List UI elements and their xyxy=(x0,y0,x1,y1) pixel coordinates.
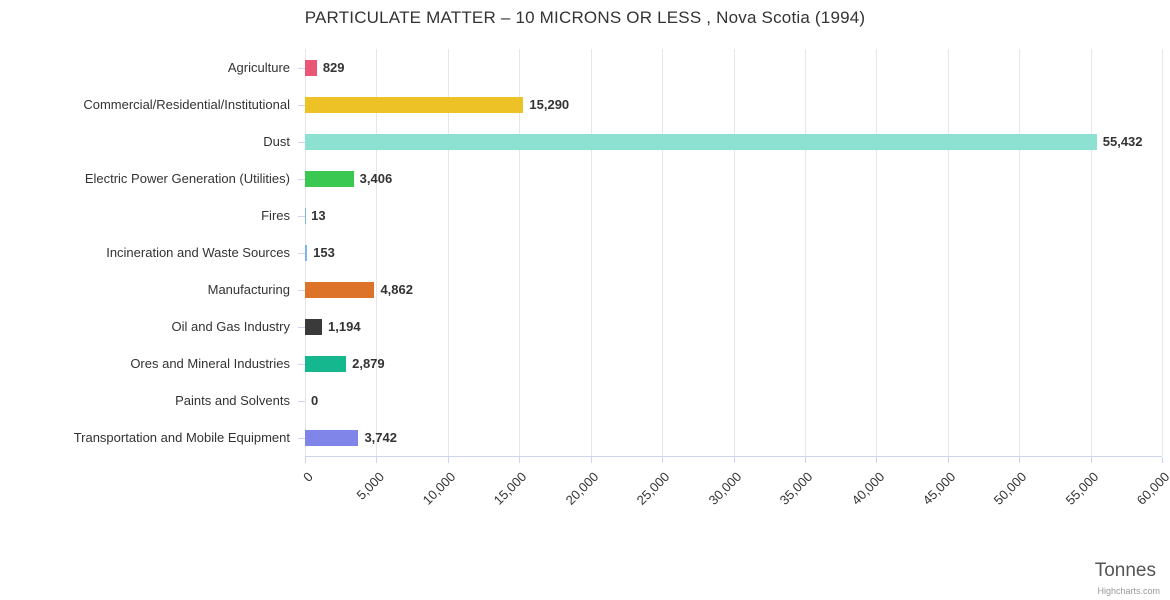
category-label: Incineration and Waste Sources xyxy=(106,245,290,260)
bar[interactable] xyxy=(305,244,308,261)
x-axis-tick xyxy=(376,457,378,463)
category-label: Ores and Mineral Industries xyxy=(130,356,290,371)
gridline xyxy=(876,49,878,456)
bar[interactable] xyxy=(305,355,347,372)
category-label: Paints and Solvents xyxy=(175,393,290,408)
x-axis-tick-label: 45,000 xyxy=(919,469,959,508)
category-label: Oil and Gas Industry xyxy=(171,319,291,334)
value-label: 1,194 xyxy=(328,319,361,334)
chart-title: PARTICULATE MATTER – 10 MICRONS OR LESS … xyxy=(304,8,866,27)
y-axis-tick xyxy=(298,104,305,106)
value-label: 829 xyxy=(322,60,345,75)
bar[interactable] xyxy=(305,318,323,335)
x-axis-tick xyxy=(733,457,735,463)
gridline xyxy=(804,49,806,456)
x-axis-tick xyxy=(804,457,806,463)
value-label: 55,432 xyxy=(1102,134,1143,149)
y-axis-tick xyxy=(298,289,305,291)
category-labels: Agriculture Commercial/Residential/Instit… xyxy=(0,49,298,456)
gridline xyxy=(1090,49,1092,456)
x-axis-tick xyxy=(1019,457,1021,463)
bar[interactable] xyxy=(305,281,375,298)
gridline xyxy=(733,49,735,456)
x-axis-tick xyxy=(947,457,949,463)
x-axis-tick-label: 10,000 xyxy=(419,469,459,508)
bar[interactable] xyxy=(305,59,317,76)
gridline xyxy=(376,49,378,456)
gridline xyxy=(1162,49,1163,456)
y-axis-tick xyxy=(298,437,305,439)
y-axis-tick xyxy=(298,400,305,402)
gridline xyxy=(662,49,664,456)
value-label: 13 xyxy=(311,208,326,223)
category-label: Electric Power Generation (Utilities) xyxy=(84,171,290,186)
x-axis-tick xyxy=(305,457,306,463)
bar[interactable] xyxy=(305,429,359,446)
plot-area: 829 15,290 55,432 3,406 13 153 4,862 1,194 2,879… xyxy=(298,49,1163,463)
y-axis-tick xyxy=(298,215,305,217)
x-axis-tick-label: 5,000 xyxy=(353,469,388,503)
bar[interactable] xyxy=(305,96,524,113)
category-label: Dust xyxy=(263,134,290,149)
x-axis-tick-label: 55,000 xyxy=(1062,469,1102,508)
y-axis-tick xyxy=(298,178,305,180)
x-axis-tick-label: 15,000 xyxy=(491,469,530,508)
x-axis-tick xyxy=(447,457,449,463)
gridline xyxy=(947,49,949,456)
value-label: 3,406 xyxy=(359,171,393,186)
x-axis-tick xyxy=(1162,457,1163,463)
category-label: Fires xyxy=(261,208,290,223)
category-label: Commercial/Residential/Institutional xyxy=(83,97,290,112)
x-axis-tick-label: 60,000 xyxy=(1133,469,1170,508)
x-axis-tick xyxy=(876,457,878,463)
gridline xyxy=(1019,49,1021,456)
y-axis-tick xyxy=(298,141,305,143)
y-axis-tick xyxy=(298,326,305,328)
x-axis-labels: 0 5,000 10,000 15,000 20,000 25,000 30,000 35,0… xyxy=(300,463,1170,553)
x-axis-tick-label: 20,000 xyxy=(562,469,602,508)
value-label: 15,290 xyxy=(529,97,570,112)
x-axis-title: Tonnes xyxy=(1094,560,1156,581)
value-label: 2,879 xyxy=(352,356,385,371)
x-axis-tick-label: 0 xyxy=(299,469,316,485)
category-label: Agriculture xyxy=(227,60,290,75)
x-axis-tick xyxy=(590,457,592,463)
x-axis-tick-label: 50,000 xyxy=(991,469,1030,508)
gridline xyxy=(590,49,592,456)
x-axis-tick-label: 35,000 xyxy=(776,469,816,508)
gridline xyxy=(519,49,521,456)
x-axis-tick xyxy=(662,457,664,463)
bar[interactable] xyxy=(305,133,1097,150)
x-axis-tick-label: 25,000 xyxy=(633,469,673,508)
value-label: 153 xyxy=(313,245,335,260)
value-label: 4,862 xyxy=(380,282,413,297)
value-label: 3,742 xyxy=(364,430,397,445)
gridline xyxy=(447,49,449,456)
x-axis-tick xyxy=(1090,457,1092,463)
x-axis-tick-label: 30,000 xyxy=(705,469,745,508)
category-label: Manufacturing xyxy=(207,282,290,297)
y-axis-tick xyxy=(298,252,305,254)
category-label: Transportation and Mobile Equipment xyxy=(73,430,290,445)
highcharts-credit[interactable]: Highcharts.com xyxy=(1097,586,1160,596)
y-axis-tick xyxy=(298,67,305,69)
value-label: 0 xyxy=(311,393,319,408)
bar[interactable] xyxy=(305,170,354,187)
x-axis-tick-label: 40,000 xyxy=(848,469,887,508)
x-axis-tick xyxy=(519,457,521,463)
y-axis-tick xyxy=(298,363,305,365)
